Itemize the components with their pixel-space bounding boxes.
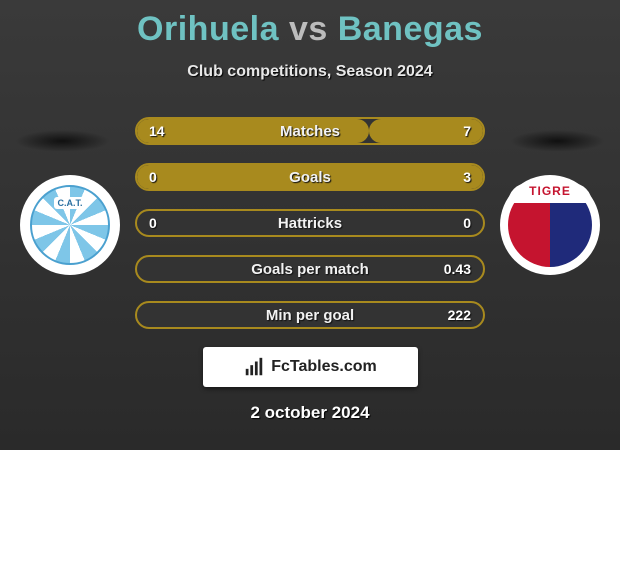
stat-label: Hattricks [278, 215, 342, 232]
page-title: Orihuela vs Banegas [0, 10, 620, 49]
stat-value-right: 3 [463, 169, 471, 185]
brand-text: FcTables.com [271, 358, 377, 376]
date-text: 2 october 2024 [0, 403, 620, 423]
stat-label: Matches [280, 123, 340, 140]
blank-area [0, 450, 620, 580]
stat-label: Min per goal [266, 307, 354, 324]
stat-value-left: 14 [149, 123, 165, 139]
subtitle: Club competitions, Season 2024 [0, 63, 620, 81]
stat-label: Goals [289, 169, 331, 186]
stat-value-right: 0 [463, 215, 471, 231]
stat-value-right: 0.43 [444, 261, 471, 277]
stat-row: 0 Goals 3 [135, 163, 485, 191]
badge-shadow-left [15, 130, 110, 152]
stat-row: Min per goal 222 [135, 301, 485, 329]
stat-value-right: 222 [448, 307, 471, 323]
badge-shadow-right [510, 130, 605, 152]
team-a-crest-icon [30, 185, 110, 265]
brand-box[interactable]: FcTables.com [203, 347, 418, 387]
stat-value-right: 7 [463, 123, 471, 139]
stat-row: 0 Hattricks 0 [135, 209, 485, 237]
team-b-name: Banegas [338, 10, 483, 48]
bar-chart-icon [243, 356, 265, 378]
team-a-badge [20, 175, 120, 275]
stat-row: 14 Matches 7 [135, 117, 485, 145]
team-a-name: Orihuela [137, 10, 279, 48]
comparison-card: Orihuela vs Banegas Club competitions, S… [0, 0, 620, 450]
vs-separator: vs [289, 10, 328, 48]
stat-row: Goals per match 0.43 [135, 255, 485, 283]
stat-label: Goals per match [251, 261, 369, 278]
team-b-crest-icon [508, 183, 592, 267]
stat-value-left: 0 [149, 215, 157, 231]
stats-list: 14 Matches 7 0 Goals 3 0 Hattricks 0 Goals per ma… [135, 117, 485, 329]
team-b-badge [500, 175, 600, 275]
stat-value-left: 0 [149, 169, 157, 185]
